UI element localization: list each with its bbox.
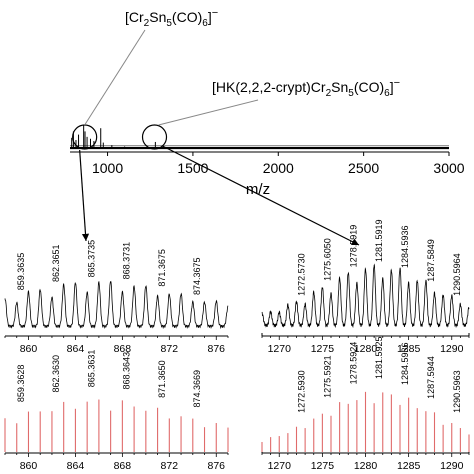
- exp-left-peak-label: 865.3735: [87, 240, 97, 278]
- sim-right-peak-label: 1281.5925: [374, 336, 384, 379]
- sim-left-peak-label: 859.3628: [16, 365, 26, 403]
- sim-left-peak-label: 874.3669: [192, 370, 202, 408]
- ion-label-crypt-complex: [HK(2,2,2-crypt)Cr2Sn5(CO)6]−: [212, 77, 400, 99]
- sim-left-peak-label: 871.3650: [157, 360, 167, 398]
- exp-left-peak-label: 862.3651: [51, 244, 61, 282]
- overview-x-label: m/z: [246, 181, 270, 198]
- exp-left-peak-label: 874.3675: [192, 257, 202, 295]
- zoom-arrows: [79, 145, 360, 246]
- exp-right-peak-label: 1278.5919: [348, 225, 358, 268]
- ion2-pointer-line: [158, 99, 259, 126]
- sim-right-peak-label: 1275.5921: [322, 355, 332, 398]
- sim-left-tick-label: 864: [67, 460, 85, 472]
- overview-tick-label: 1000: [92, 160, 123, 176]
- sim-left-tick-label: 868: [114, 460, 132, 472]
- overview-spectrum-panel: 1000 1500 2000 2500 3000 m/z [Cr2Sn5(CO)6]− [HK…: [70, 7, 465, 198]
- sim-left-peak-label: 865.3631: [86, 350, 96, 388]
- sim-right-tick-label: 1275: [311, 460, 335, 472]
- exp-right-tick-label: 1285: [397, 343, 421, 355]
- zoom-arrow-right: [162, 145, 360, 246]
- exp-right-peak-label: 1275.6050: [323, 238, 333, 281]
- overview-tick-label: 3000: [433, 160, 464, 176]
- experimental-left-panel: 860 864 868 872 876 859.3635 862.3651 865.3735 8…: [4, 240, 229, 355]
- exp-right-tick-label: 1280: [354, 343, 378, 355]
- exp-right-peak-label: 1272.5730: [296, 253, 306, 296]
- sim-right-peak-label: 1272.5930: [297, 370, 307, 413]
- sim-right-tick-label: 1285: [397, 460, 421, 472]
- simulated-left-panel: 860 864 868 872 876 859.3628 862.3630 865.3631 8…: [4, 350, 229, 472]
- sim-right-peak-label: 1287.5944: [426, 356, 436, 399]
- zoom-arrow-left: [79, 149, 90, 242]
- exp-left-peak-label: 859.3635: [16, 253, 26, 291]
- sim-right-tick-label: 1290: [440, 460, 464, 472]
- ion-label-cr2sn5: [Cr2Sn5(CO)6]−: [125, 7, 218, 29]
- exp-left-spectrum-trace: [4, 280, 229, 330]
- exp-right-tick-label: 1275: [311, 343, 335, 355]
- highlight-circle-ion2: [141, 124, 168, 150]
- exp-right-tick-label: 1270: [268, 343, 292, 355]
- sim-left-peak-label: 862.3630: [51, 355, 61, 393]
- overview-tick-label: 1500: [177, 160, 208, 176]
- exp-right-peak-label: 1287.5849: [426, 239, 436, 282]
- exp-left-tick-label: 860: [20, 343, 38, 355]
- sim-right-peak-label: 1284.5936: [400, 342, 410, 385]
- exp-right-tick-label: 1290: [440, 343, 464, 355]
- ion1-pointer-line: [84, 29, 146, 126]
- exp-right-peak-label: 1281.5919: [374, 219, 384, 262]
- exp-left-tick-label: 864: [67, 343, 85, 355]
- exp-left-tick-label: 876: [207, 343, 225, 355]
- sim-left-tick-label: 876: [207, 460, 225, 472]
- sim-right-peak-label: 1278.5924: [348, 342, 358, 385]
- sim-left-tick-label: 872: [161, 460, 179, 472]
- exp-left-peak-label: 871.3675: [157, 249, 167, 287]
- sim-right-peak-label: 1290.5963: [452, 370, 462, 413]
- sim-left-tick-label: 860: [20, 460, 38, 472]
- exp-left-tick-label: 868: [114, 343, 132, 355]
- exp-right-spectrum-trace: [261, 263, 470, 329]
- exp-left-peak-label: 868.3731: [122, 242, 132, 280]
- sim-right-tick-label: 1270: [268, 460, 292, 472]
- experimental-right-panel: 1270 1275 1280 1285 1290 1272.5730 1275.6050 12…: [261, 219, 470, 355]
- exp-right-peak-label: 1284.5936: [400, 225, 410, 268]
- exp-left-tick-label: 872: [161, 343, 179, 355]
- exp-right-peak-label: 1290.5964: [452, 253, 462, 296]
- overview-tick-label: 2000: [263, 160, 294, 176]
- overview-tick-label: 2500: [348, 160, 379, 176]
- sim-right-tick-label: 1280: [354, 460, 378, 472]
- sim-left-peak-label: 868.3643: [122, 352, 132, 390]
